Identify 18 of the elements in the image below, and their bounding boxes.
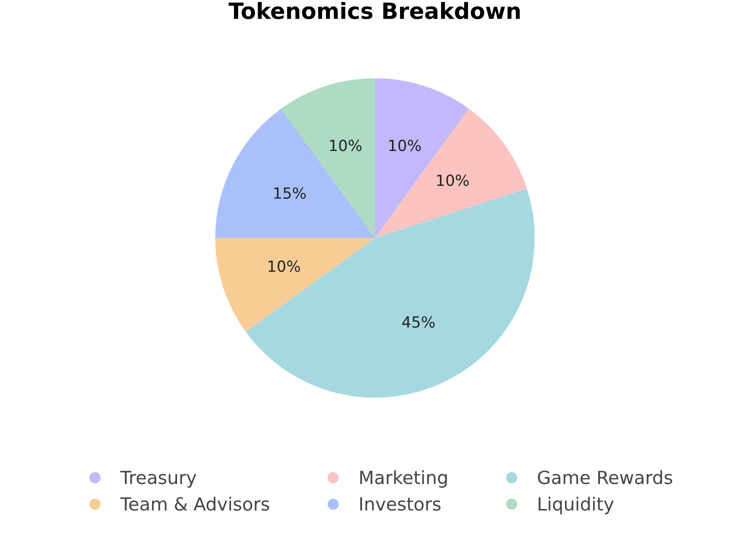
- legend-label: Marketing: [360, 470, 447, 488]
- data-label: 10%: [330, 140, 362, 152]
- legend-label: Team & Advisors: [120, 496, 270, 511]
- data-label: 15%: [274, 187, 306, 199]
- legend-label: Investors: [360, 497, 441, 511]
- chart-title: Tokenomics Breakdown: [228, 2, 520, 20]
- legend-label: Game Rewards: [538, 470, 672, 484]
- data-label: 45%: [402, 316, 435, 328]
- pie-slice: [375, 108, 527, 238]
- data-label: 10%: [389, 140, 421, 152]
- pie-slice: [215, 238, 375, 332]
- legend-label: Treasury: [120, 470, 196, 488]
- pie-slice: [375, 78, 469, 238]
- pie-slice: [246, 188, 535, 398]
- data-label: 10%: [268, 260, 300, 272]
- data-label: 10%: [437, 174, 469, 186]
- pie-slice: [215, 108, 375, 238]
- legend-label: Liquidity: [538, 496, 614, 514]
